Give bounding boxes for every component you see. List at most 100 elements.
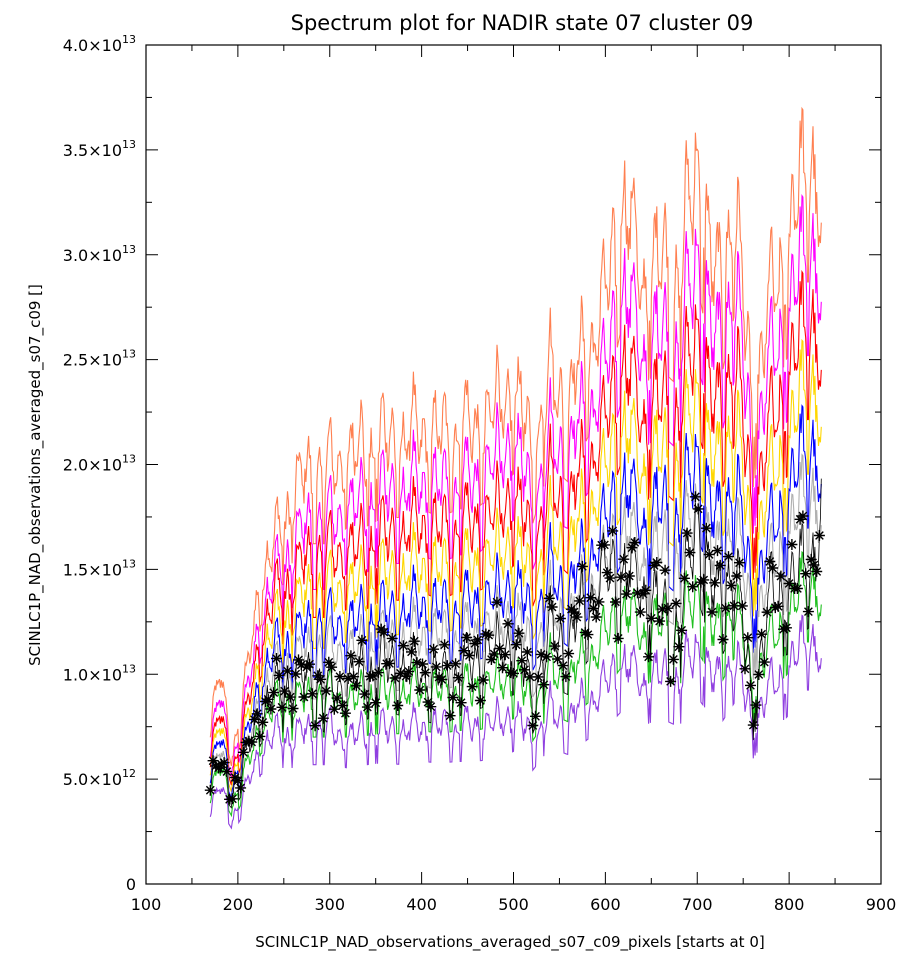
x-axis-label: SCINLC1P_NAD_observations_averaged_s07_c… xyxy=(255,933,764,952)
star-marker xyxy=(643,651,655,663)
star-marker xyxy=(632,587,643,599)
star-marker xyxy=(756,628,768,640)
star-marker xyxy=(477,674,489,686)
star-marker xyxy=(739,663,751,675)
star-marker xyxy=(662,602,674,614)
star-marker xyxy=(353,656,365,668)
star-marker xyxy=(623,570,635,582)
star-marker xyxy=(723,551,734,563)
y-tick-label: 3.5×1013 xyxy=(63,138,136,160)
star-marker xyxy=(535,648,547,660)
x-tick-label: 400 xyxy=(406,895,437,914)
y-tick-label: 1.5×1013 xyxy=(63,557,136,579)
star-marker xyxy=(610,596,621,608)
star-marker xyxy=(345,650,357,662)
star-marker xyxy=(720,602,732,614)
star-marker xyxy=(348,671,360,683)
star-marker xyxy=(665,675,677,687)
star-marker xyxy=(667,653,679,665)
star-marker xyxy=(621,588,632,600)
axes: 100 200 300 400 500 600 700 800 900 0 5.0×1012 1.0×… xyxy=(63,33,896,914)
y-tick-label: 5.0×1012 xyxy=(63,767,136,789)
star-marker xyxy=(491,596,503,608)
series-line-4 xyxy=(209,404,822,799)
star-marker xyxy=(593,596,605,608)
star-marker xyxy=(552,653,564,665)
star-marker xyxy=(557,660,569,672)
star-marker xyxy=(585,592,597,604)
star-marker xyxy=(725,579,737,591)
star-marker xyxy=(747,719,759,731)
star-marker xyxy=(678,572,690,584)
x-tick-label: 500 xyxy=(498,895,529,914)
star-marker xyxy=(499,649,511,661)
y-tick-label: 0 xyxy=(126,875,136,894)
star-marker xyxy=(659,564,671,576)
star-marker xyxy=(568,606,580,618)
star-marker xyxy=(350,680,362,692)
star-marker xyxy=(813,530,825,541)
star-marker xyxy=(687,581,699,593)
x-tick-label: 600 xyxy=(590,895,621,914)
star-marker xyxy=(767,562,779,574)
star-marker xyxy=(681,527,693,539)
series-line-2 xyxy=(209,269,822,786)
star-marker xyxy=(246,736,258,748)
star-marker xyxy=(728,600,740,612)
star-marker xyxy=(284,691,296,703)
star-marker xyxy=(626,542,638,554)
star-marker xyxy=(761,606,773,618)
star-marker xyxy=(521,646,533,658)
star-marker xyxy=(328,703,340,715)
star-marker xyxy=(386,632,398,644)
star-marker xyxy=(304,658,315,670)
star-marker xyxy=(618,553,630,565)
star-marker xyxy=(367,670,379,682)
x-tick-label: 900 xyxy=(866,895,897,914)
star-marker xyxy=(758,656,770,668)
star-marker xyxy=(764,556,776,567)
star-marker xyxy=(392,700,404,711)
star-marker xyxy=(290,668,302,680)
star-marker xyxy=(408,635,420,647)
star-marker xyxy=(599,539,610,551)
star-marker xyxy=(604,572,616,584)
x-tick-label: 700 xyxy=(682,895,713,914)
star-marker xyxy=(417,658,428,670)
star-marker xyxy=(466,681,478,693)
star-marker xyxy=(698,574,710,586)
star-marker xyxy=(257,716,269,728)
y-tick-label: 1.0×1013 xyxy=(63,662,136,684)
star-marker xyxy=(524,671,536,683)
star-marker xyxy=(425,701,437,713)
star-marker xyxy=(370,697,382,709)
series-line-1 xyxy=(209,194,822,777)
star-marker xyxy=(430,661,442,673)
star-marker xyxy=(786,539,798,550)
star-marker xyxy=(546,601,558,613)
star-marker xyxy=(232,775,244,787)
star-marker xyxy=(485,654,497,665)
star-marker xyxy=(447,692,459,703)
star-marker xyxy=(450,658,462,670)
star-marker xyxy=(651,557,663,568)
star-marker xyxy=(791,583,803,594)
star-marker xyxy=(797,510,809,522)
star-marker xyxy=(736,600,748,612)
star-marker xyxy=(414,684,426,696)
star-marker xyxy=(361,701,373,713)
x-tick-label: 100 xyxy=(131,895,162,914)
star-marker xyxy=(419,667,431,679)
star-marker xyxy=(712,545,723,557)
star-marker xyxy=(428,643,440,655)
star-marker xyxy=(692,503,704,515)
star-marker xyxy=(254,730,266,742)
y-axis-label: SCINLC1P_NAD_observations_averaged_s07_c… xyxy=(26,284,45,666)
star-marker xyxy=(532,671,544,683)
star-marker xyxy=(706,606,718,618)
star-marker xyxy=(215,758,227,770)
star-marker xyxy=(607,525,619,537)
star-marker xyxy=(802,606,814,618)
star-marker xyxy=(510,639,522,651)
star-marker xyxy=(372,667,384,679)
